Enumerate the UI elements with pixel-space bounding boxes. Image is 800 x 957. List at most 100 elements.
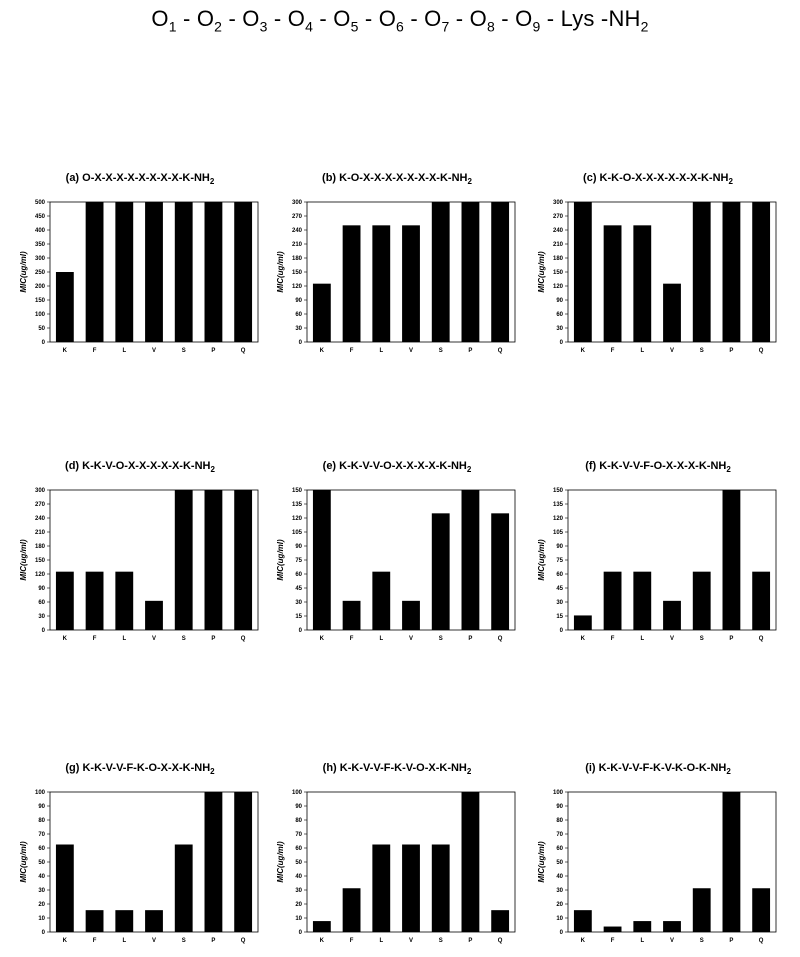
x-tick-label: L [122, 636, 126, 642]
y-tick-label: 350 [35, 242, 46, 248]
chart-panel-e: (e) K-K-V-V-O-X-X-X-X-K-NH2 0 15 30 45 60 75 90… [272, 460, 522, 655]
figure-title-text: - Lys -NH [540, 6, 641, 31]
bar-f [342, 600, 361, 630]
chart-title-text: (h) K-K-V-V-F-K-V-O-X-K-NH [322, 762, 467, 774]
y-tick-label: 0 [560, 930, 564, 936]
y-tick-label: 300 [292, 200, 303, 206]
y-tick-label: 60 [295, 846, 302, 852]
chart-svg: 0 30 60 90 120 150 180 210 240 270 300 MIC(ug/ml) K F… [19, 488, 259, 642]
y-tick-label: 90 [556, 804, 563, 810]
y-tick-label: 135 [292, 502, 303, 508]
y-tick-label: 210 [35, 530, 46, 536]
chart-title: (h) K-K-V-V-F-K-V-O-X-K-NH2 [272, 762, 522, 776]
y-tick-label: 0 [560, 340, 564, 346]
x-tick-label: P [211, 636, 215, 642]
figure-title-text: - O [358, 6, 397, 31]
y-tick-label: 50 [38, 860, 45, 866]
figure-title-text: - O [222, 6, 260, 31]
y-tick-label: 10 [295, 916, 302, 922]
bar-q [491, 202, 510, 342]
x-tick-label: K [581, 938, 586, 944]
y-tick-label: 105 [292, 530, 303, 536]
figure-title-text: - O [267, 6, 306, 31]
bar-k [55, 844, 74, 932]
x-tick-label: S [439, 636, 443, 642]
x-tick-label: V [670, 348, 674, 354]
bar-l [633, 225, 652, 342]
chart-title-subscript: 2 [210, 465, 215, 475]
y-tick-label: 180 [553, 256, 564, 262]
figure-title-text: - O [494, 6, 533, 31]
figure-title-subscript: 7 [441, 18, 450, 35]
chart-title-subscript: 2 [726, 465, 731, 475]
bar-p [461, 202, 480, 342]
bar-k [55, 272, 74, 342]
figure-title-subscript: 9 [532, 18, 541, 35]
y-tick-label: 270 [35, 502, 46, 508]
y-axis-label: MIC(ug/ml) [276, 841, 285, 883]
bar-f [603, 571, 622, 630]
x-tick-label: K [63, 636, 68, 642]
y-tick-label: 20 [38, 902, 45, 908]
figure-title-subscript: 2 [640, 18, 649, 35]
x-tick-label: K [63, 348, 68, 354]
y-tick-label: 60 [556, 312, 563, 318]
plot-frame [567, 791, 777, 933]
bar-s [692, 571, 711, 630]
bar-v [145, 600, 163, 630]
x-tick-label: K [320, 938, 325, 944]
x-tick-label: V [670, 636, 674, 642]
y-tick-label: 30 [295, 600, 302, 606]
y-tick-label: 75 [295, 558, 302, 564]
y-tick-label: 450 [35, 214, 46, 220]
y-tick-label: 100 [35, 312, 46, 318]
y-tick-label: 80 [556, 818, 563, 824]
chart-panel-b: (b) K-O-X-X-X-X-X-X-X-K-NH2 0 30 60 90 120 150… [272, 172, 522, 367]
y-tick-label: 30 [556, 600, 563, 606]
y-tick-label: 70 [38, 832, 45, 838]
x-tick-label: S [182, 938, 186, 944]
chart-title-subscript: 2 [209, 177, 215, 187]
x-tick-label: Q [759, 938, 764, 944]
x-tick-label: P [211, 938, 215, 944]
y-tick-label: 40 [556, 874, 563, 880]
x-tick-label: Q [498, 938, 503, 944]
bar-q [752, 888, 771, 932]
y-tick-label: 0 [42, 628, 46, 634]
x-tick-label: F [611, 348, 615, 354]
chart-title-text: (e) K-K-V-V-O-X-X-X-X-K-NH [322, 460, 467, 472]
y-tick-label: 120 [35, 572, 46, 578]
y-axis-label: MIC(ug/ml) [19, 841, 28, 883]
figure-title-subscript: 4 [305, 18, 314, 35]
x-tick-label: Q [498, 348, 503, 354]
y-tick-label: 150 [553, 488, 564, 494]
bar-s [174, 844, 193, 932]
y-tick-label: 30 [295, 888, 302, 894]
x-tick-label: L [379, 348, 383, 354]
y-tick-label: 240 [292, 228, 303, 234]
bar-q [752, 202, 771, 342]
x-tick-label: L [640, 348, 644, 354]
x-tick-label: V [152, 938, 156, 944]
bar-f [85, 910, 104, 932]
y-tick-label: 90 [38, 804, 45, 810]
chart-title-text: (i) K-K-V-V-F-K-V-K-O-K-NH [585, 762, 727, 774]
figure-title-subscript: 2 [214, 18, 223, 35]
chart-panel-h: (h) K-K-V-V-F-K-V-O-X-K-NH2 0 10 20 30 40 50 60… [272, 762, 522, 957]
x-tick-label: Q [241, 636, 246, 642]
y-tick-label: 90 [295, 298, 302, 304]
bar-l [372, 844, 391, 932]
figure-title-text: O [151, 6, 169, 31]
bar-k [573, 910, 592, 932]
chart-title-subscript: 2 [210, 767, 215, 777]
chart-svg: 0 10 20 30 40 50 60 70 80 90 100 MIC(ug/ml) K F L V S P Q [276, 790, 516, 944]
x-tick-label: S [182, 636, 186, 642]
chart-title: (f) K-K-V-V-F-O-X-X-X-K-NH2 [533, 460, 783, 474]
y-tick-label: 0 [42, 930, 46, 936]
chart-svg: 0 15 30 45 60 75 90 105 120 135 150 MIC(ug/ml) K F L V S… [537, 488, 777, 642]
y-tick-label: 150 [35, 298, 46, 304]
y-tick-label: 60 [295, 572, 302, 578]
bar-q [234, 202, 253, 342]
bar-l [633, 921, 652, 932]
bar-f [603, 926, 622, 932]
